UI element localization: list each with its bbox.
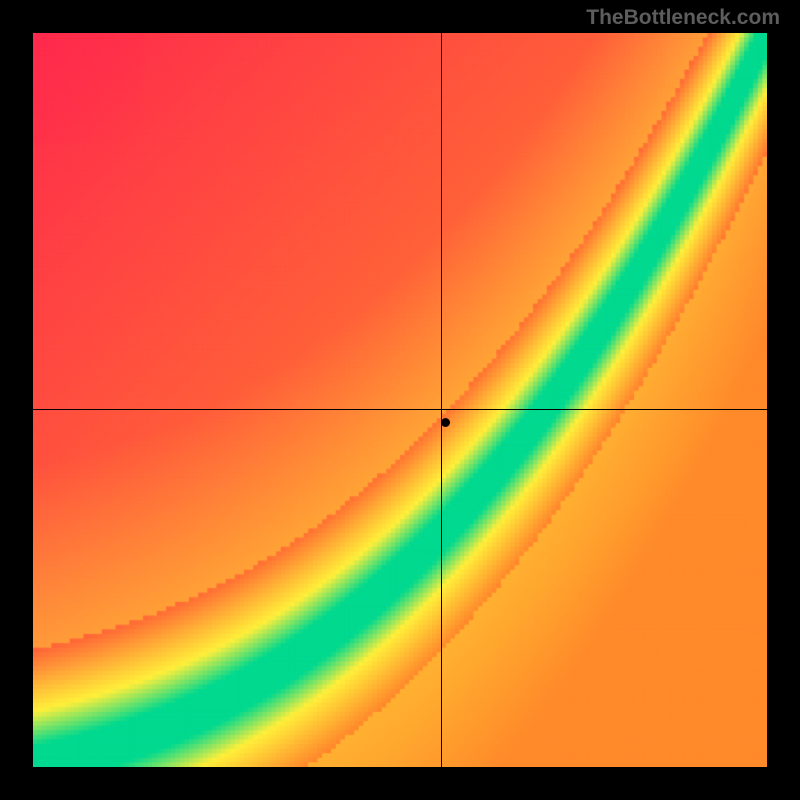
heatmap-canvas — [33, 33, 767, 767]
crosshair-horizontal — [33, 409, 767, 410]
data-point-marker — [441, 418, 450, 427]
watermark-text: TheBottleneck.com — [586, 6, 780, 30]
crosshair-vertical — [441, 33, 442, 767]
heatmap-plot — [33, 33, 767, 767]
chart-frame: TheBottleneck.com — [0, 0, 800, 800]
